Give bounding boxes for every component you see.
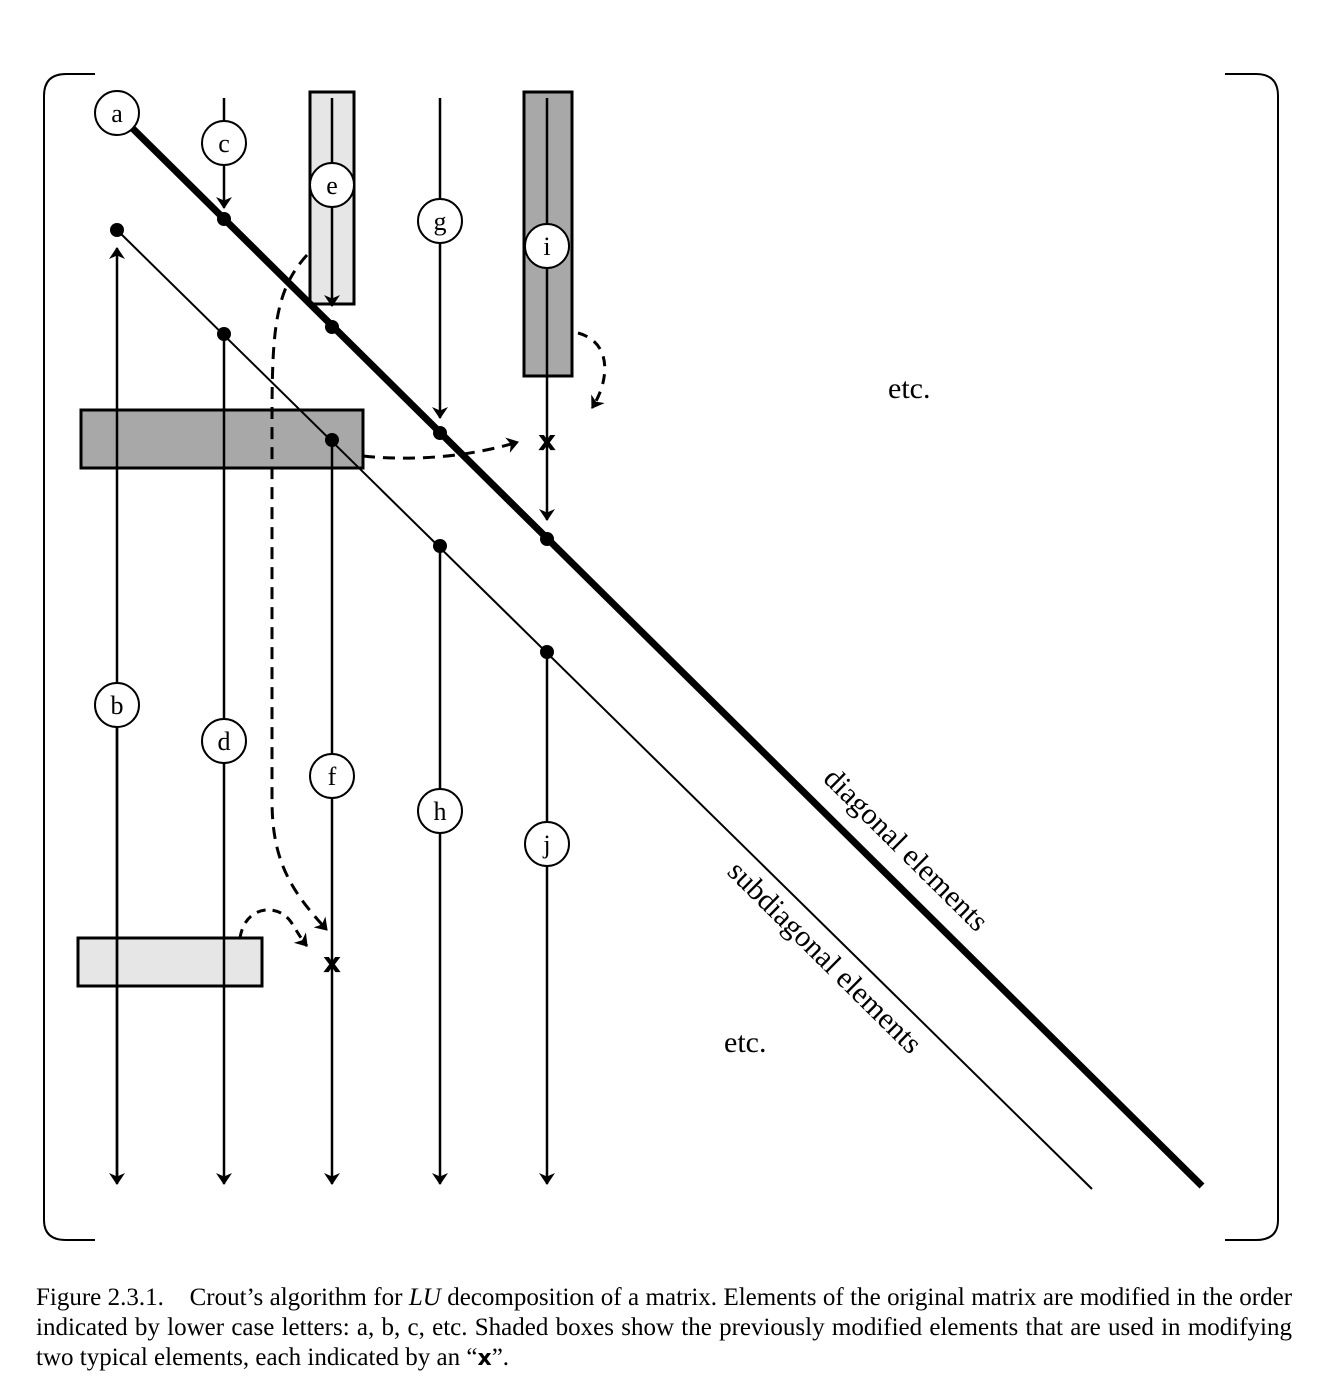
label-d: d bbox=[201, 718, 247, 764]
label-f: f bbox=[309, 753, 355, 799]
caption-italic-lu: LU bbox=[408, 1284, 441, 1311]
caption-text-end: ”. bbox=[491, 1344, 510, 1371]
label-h-text: h bbox=[434, 797, 447, 826]
shaded-box-row-for-x-upper bbox=[79, 408, 365, 470]
element-dot bbox=[217, 212, 231, 226]
label-i-text: i bbox=[543, 232, 550, 261]
caption-x-glyph: x bbox=[477, 1346, 492, 1371]
element-dot bbox=[433, 539, 447, 553]
label-b: b bbox=[94, 682, 140, 728]
etc-lower-label: etc. bbox=[724, 1026, 766, 1059]
label-a: a bbox=[94, 90, 140, 136]
diagonal-elements-label: diagonal elements bbox=[817, 762, 995, 938]
figure-caption: Figure 2.3.1. Crout’s algorithm for LU d… bbox=[36, 1283, 1292, 1374]
label-a-text: a bbox=[111, 99, 123, 128]
caption-text-start: Crout’s algorithm for bbox=[189, 1284, 409, 1311]
element-dot bbox=[433, 426, 447, 440]
label-g: g bbox=[417, 198, 463, 244]
dashed-arrow-column-i-to-x bbox=[577, 331, 607, 409]
label-d-text: d bbox=[218, 727, 231, 756]
label-e-text: e bbox=[326, 171, 338, 200]
label-c: c bbox=[201, 120, 247, 166]
label-g-text: g bbox=[434, 207, 447, 236]
etc-upper-label: etc. bbox=[888, 372, 930, 405]
label-j-text: j bbox=[542, 830, 550, 859]
label-c-text: c bbox=[218, 129, 230, 158]
label-i: i bbox=[524, 223, 570, 269]
caption-text-middle: decomposition of a matrix. Elements of t… bbox=[36, 1284, 1299, 1371]
label-b-text: b bbox=[111, 691, 124, 720]
left-matrix-bracket bbox=[43, 73, 95, 1241]
element-dot bbox=[540, 532, 554, 546]
caption-figure-number: Figure 2.3.1. bbox=[36, 1284, 164, 1311]
element-dot bbox=[325, 320, 339, 334]
modified-element-marker-upper: x bbox=[538, 424, 556, 457]
element-dot bbox=[110, 223, 124, 237]
label-e: e bbox=[309, 162, 355, 208]
dashed-arrow-upper-row-to-x bbox=[362, 437, 519, 460]
element-dot bbox=[540, 645, 554, 659]
element-dot bbox=[325, 433, 339, 447]
crout-algorithm-diagram: x x a b c d e f g h i j etc. etc. bbox=[43, 73, 1279, 1241]
diagonal-elements-line bbox=[114, 110, 1205, 1189]
right-matrix-bracket bbox=[1225, 73, 1279, 1241]
label-j: j bbox=[524, 821, 570, 867]
dashed-arrow-column-e-to-lower-x bbox=[270, 253, 329, 932]
shaded-box-row-for-x-lower bbox=[76, 936, 264, 988]
label-h: h bbox=[417, 788, 463, 834]
dashed-arrow-lower-row-to-x bbox=[238, 908, 309, 947]
label-f-text: f bbox=[328, 762, 337, 791]
modified-element-marker-lower: x bbox=[323, 946, 341, 979]
subdiagonal-elements-line bbox=[116, 229, 1093, 1190]
element-dot bbox=[217, 327, 231, 341]
